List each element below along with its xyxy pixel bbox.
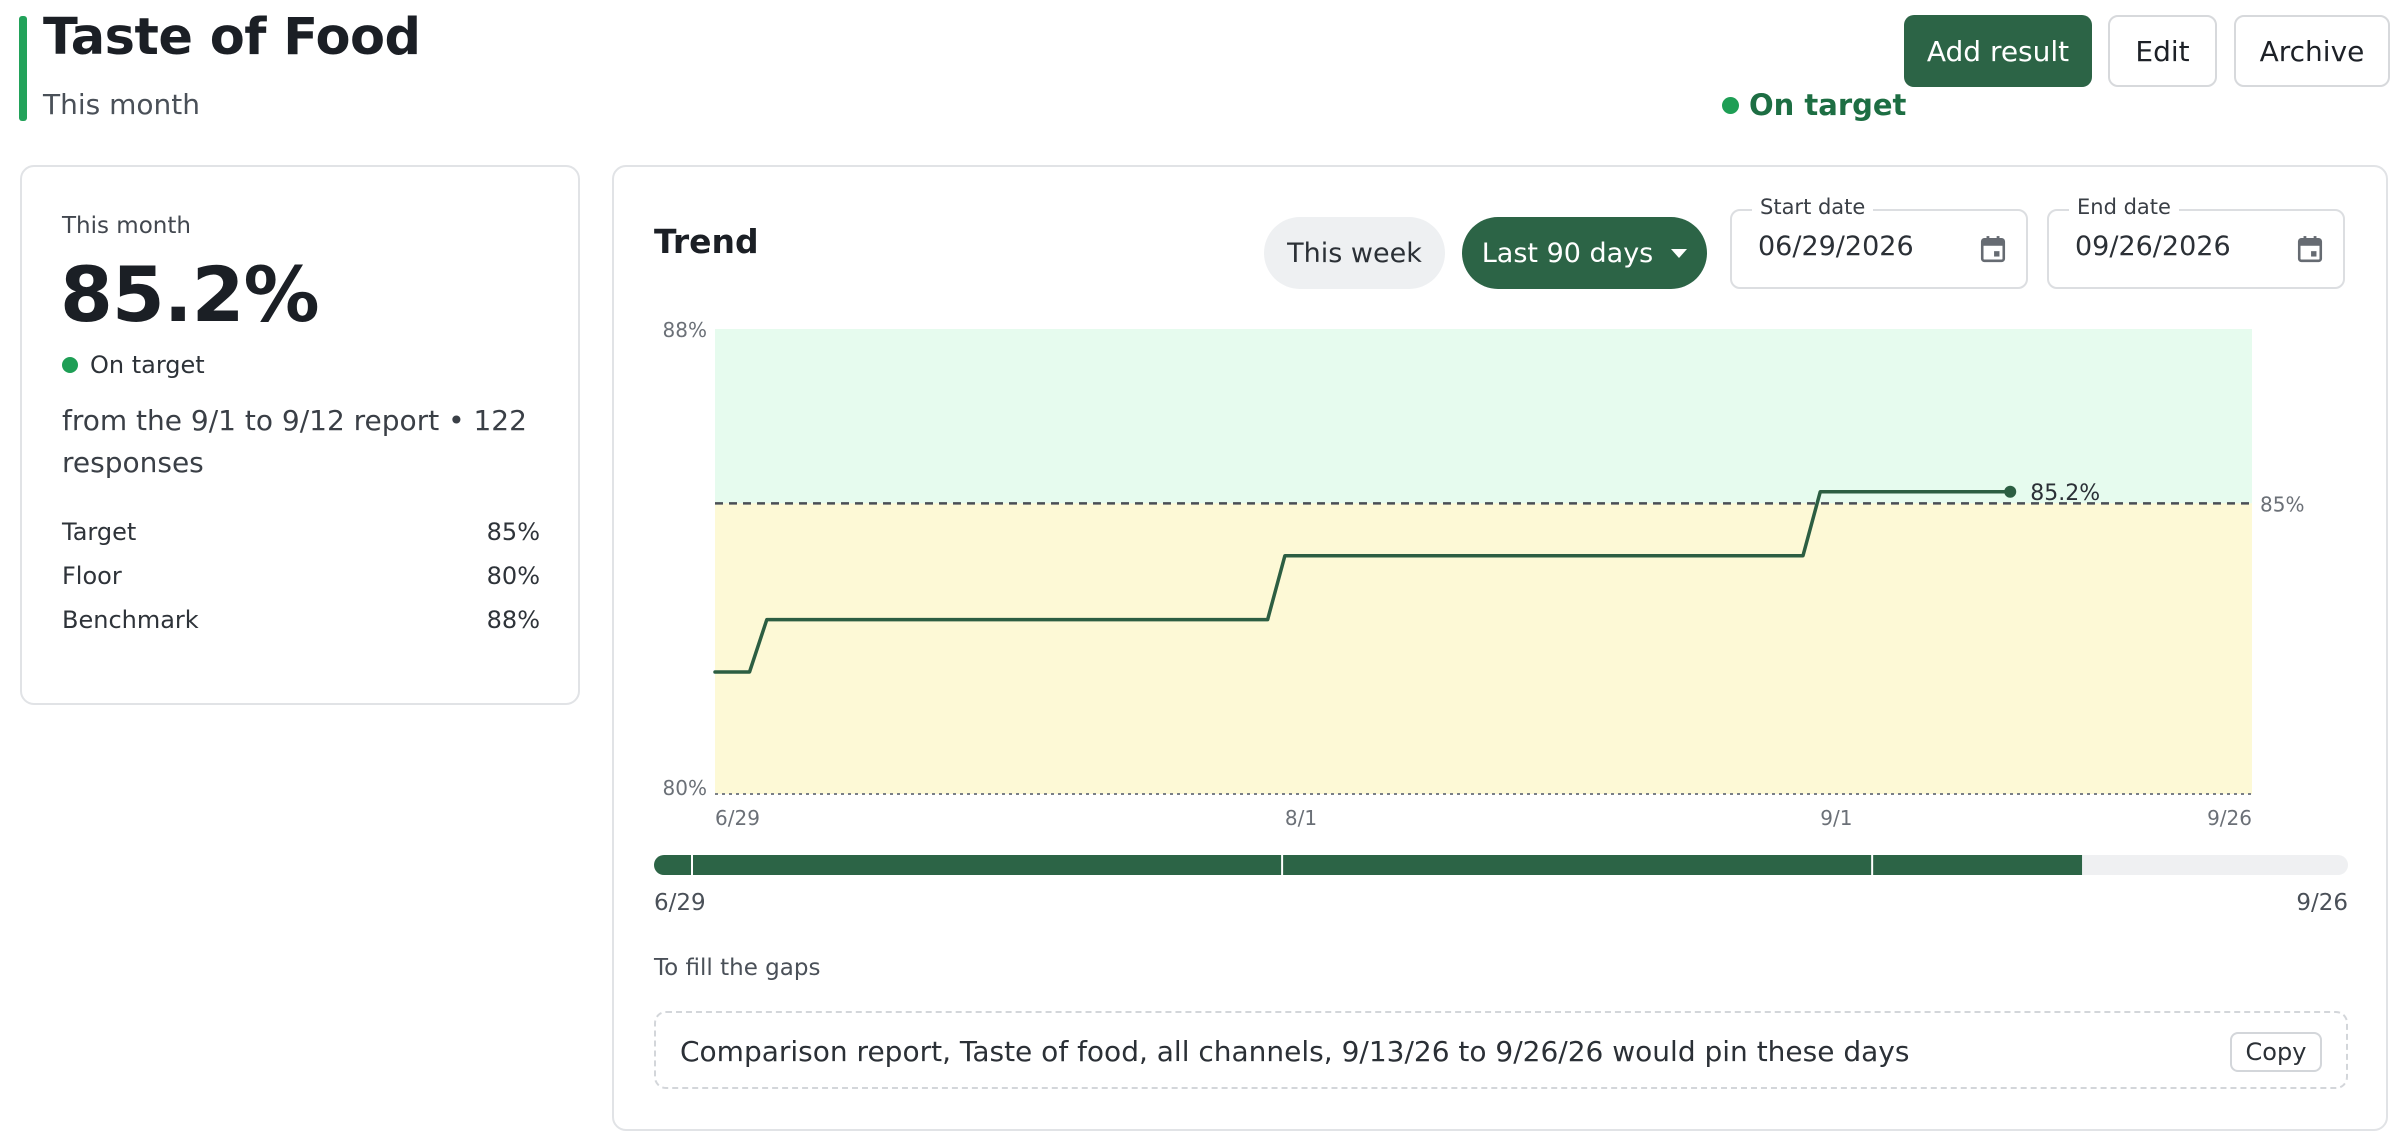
status-indicator: On target <box>1722 88 1906 122</box>
trend-card: Trend This week Last 90 days Start date … <box>612 165 2388 1131</box>
edit-button[interactable]: Edit <box>2108 15 2217 87</box>
summary-description: from the 9/1 to 9/12 report • 122 respon… <box>62 404 527 479</box>
page-subtitle: This month <box>43 88 200 121</box>
x-tick-label: 6/29 <box>715 806 760 830</box>
end-date-field[interactable]: End date 09/26/2026 <box>2047 195 2345 289</box>
title-accent-bar <box>19 16 27 121</box>
status-dot-icon <box>1722 96 1739 114</box>
target-line-label: 85% <box>2260 492 2304 516</box>
copy-button[interactable]: Copy <box>2230 1032 2322 1072</box>
chart-band-1 <box>715 503 2252 794</box>
x-tick-label: 8/1 <box>1285 806 1317 830</box>
x-tick-label: 9/1 <box>1820 806 1852 830</box>
y-tick-label: 88% <box>663 318 707 342</box>
series-line <box>713 490 2012 674</box>
metric-row-benchmark: Benchmark 88% <box>62 606 540 634</box>
range-select-label: Last 90 days <box>1481 237 1654 269</box>
end-date-label: End date <box>2069 195 2179 219</box>
metric-value: 85% <box>486 518 540 546</box>
chart-band-0 <box>715 329 2252 504</box>
metric-row-target: Target 85% <box>62 518 540 546</box>
status-text: On target <box>1749 88 1907 122</box>
coverage-fill-edge <box>2070 855 2083 875</box>
archive-button[interactable]: Archive <box>2234 15 2390 87</box>
chevron-down-icon <box>1671 248 1688 258</box>
range-this-week-button[interactable]: This week <box>1264 217 1445 289</box>
x-tick-label: 9/26 <box>2207 806 2252 830</box>
metric-label: Benchmark <box>62 606 199 634</box>
metric-value: 88% <box>486 606 540 634</box>
metric-value: 80% <box>486 562 540 590</box>
coverage-end-label: 9/26 <box>2296 890 2348 916</box>
start-date-value: 06/29/2026 <box>1758 231 1914 262</box>
last-point-marker <box>2004 485 2017 498</box>
metric-label: Target <box>62 518 137 546</box>
coverage-fill <box>654 855 2083 875</box>
y-tick-label: 80% <box>663 776 707 800</box>
calendar-icon[interactable] <box>2297 235 2323 263</box>
trend-title: Trend <box>654 222 759 261</box>
add-result-button[interactable]: Add result <box>1904 15 2092 87</box>
summary-card: This month 85.2% On target from the 9/1 … <box>20 165 580 705</box>
summary-status-text: On target <box>90 351 205 379</box>
end-date-value: 09/26/2026 <box>2075 231 2231 262</box>
gaps-suggestion-text: Comparison report, Taste of food, all ch… <box>680 1035 1910 1068</box>
coverage-start-label: 6/29 <box>654 890 706 916</box>
summary-value: 85.2% <box>60 250 320 339</box>
trend-chart: 85% 88% 80% 6/29 8/1 9/1 9/26 85.2% 6/29 9/26 <box>654 318 2348 916</box>
gaps-caption: To fill the gaps <box>654 955 821 981</box>
summary-period-label: This month <box>62 213 191 239</box>
page-title: Taste of Food <box>43 8 421 67</box>
status-dot-icon <box>62 357 78 373</box>
range-select-dropdown[interactable]: Last 90 days <box>1462 217 1707 289</box>
last-value-label: 85.2% <box>2030 481 2100 506</box>
gaps-suggestion-box: Comparison report, Taste of food, all ch… <box>654 1011 2348 1089</box>
calendar-icon[interactable] <box>1980 235 2006 263</box>
start-date-field[interactable]: Start date 06/29/2026 <box>1730 195 2028 289</box>
metric-label: Floor <box>62 562 122 590</box>
metric-row-floor: Floor 80% <box>62 562 540 590</box>
summary-status: On target <box>62 351 205 379</box>
start-date-label: Start date <box>1752 195 1874 219</box>
